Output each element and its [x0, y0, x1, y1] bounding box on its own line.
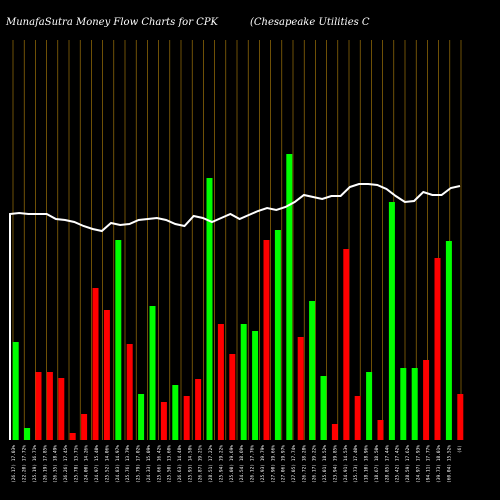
- x-tick-label: (25.01) 18.52%: [322, 445, 328, 483]
- x-tick-label: (25.79) 17.02%: [136, 445, 142, 483]
- money-flow-bar: [320, 376, 327, 440]
- money-flow-bar: [263, 240, 270, 440]
- money-flow-bar: [274, 230, 281, 440]
- x-tick-label: (24.83) 14.97%: [115, 445, 121, 483]
- x-tick-label: (28.59) 17.62%: [405, 445, 411, 483]
- x-tick-label: (60.04) 15.52%: [447, 445, 453, 483]
- money-flow-bar: [411, 368, 418, 440]
- x-tick-label: (26.17) 17.03%: [11, 445, 17, 483]
- x-tick-label: (26.19) 17.85%: [42, 445, 48, 483]
- x-tick-label: (24.91) 14.53%: [343, 445, 349, 483]
- money-flow-bar: [172, 385, 179, 440]
- money-flow-bar: [286, 154, 293, 440]
- x-tick-label: (23.94) 19.85%: [333, 445, 339, 483]
- money-flow-bar: [160, 402, 167, 440]
- money-flow-bar: [434, 258, 441, 440]
- x-tick-label: (24.54) 18.69%: [239, 445, 245, 483]
- x-tick-label: (18.10) 18.96%: [364, 445, 370, 483]
- money-flow-bar: [229, 354, 236, 440]
- x-tick-label: (39.73) 18.01%: [436, 445, 442, 483]
- x-tick-label: (24.97) 15.40%: [94, 445, 100, 483]
- x-tick-label: (26.72) 18.28%: [301, 445, 307, 483]
- money-flow-bar: [252, 331, 259, 440]
- x-tick-label: (18.67) 18.50%: [374, 445, 380, 483]
- money-flow-bar: [138, 394, 145, 440]
- x-tick-label: (26.26) 17.45%: [63, 445, 69, 483]
- x-tick-label: (25.73) 17.40%: [353, 445, 359, 483]
- x-tick-label: (26.87) 19.21%: [198, 445, 204, 483]
- x-tick-label: (25.93) 14.58%: [187, 445, 193, 483]
- x-tick-label: (6): [457, 445, 463, 453]
- money-flow-bar: [297, 337, 304, 440]
- money-flow-bars: [12, 154, 464, 440]
- x-tick-label: (26.17) 19.22%: [312, 445, 318, 483]
- money-flow-bar: [423, 360, 430, 440]
- chart-subtitle: (Chesapeake Utilities C: [250, 17, 370, 28]
- money-flow-bar: [35, 372, 42, 440]
- x-tick-label: (25.19) 16.71%: [32, 445, 38, 483]
- money-flow-bar: [354, 396, 361, 440]
- money-flow-bar: [400, 368, 407, 440]
- x-tick-label: (24.33) 15.09%: [146, 445, 152, 483]
- money-flow-bar: [12, 342, 19, 440]
- money-flow-bar: [103, 310, 110, 440]
- money-flow-bar: [46, 372, 53, 440]
- money-flow-bar: [217, 324, 224, 440]
- x-tick-label: (25.76) 13.79%: [125, 445, 131, 483]
- money-flow-bar: [58, 378, 65, 440]
- x-tick-label: (25.93) 19.79%: [260, 445, 266, 483]
- money-flow-bar: [92, 288, 99, 440]
- x-tick-label: (27.06) 19.97%: [281, 445, 287, 483]
- money-flow-bar: [366, 372, 373, 440]
- x-axis-labels: (26.17) 17.03% (22.20) 17.72% (25.19) 16.7…: [11, 445, 463, 483]
- x-tick-label: (28.51) 17.22%: [208, 445, 214, 483]
- x-tick-label: (25.42) 17.42%: [395, 445, 401, 483]
- money-flow-bar: [206, 178, 213, 440]
- x-tick-label: (94.11) 17.77%: [426, 445, 432, 483]
- money-flow-bar: [126, 344, 133, 440]
- x-tick-label: (26.35) 18.49%: [53, 445, 59, 483]
- x-tick-label: (25.78) 13.71%: [73, 445, 79, 483]
- money-flow-bar: [81, 414, 88, 440]
- money-flow-bar: [183, 396, 190, 440]
- money-flow-bar: [309, 301, 316, 440]
- money-flow-bar: [24, 428, 31, 440]
- x-tick-label: (28.85) 17.44%: [384, 445, 390, 483]
- money-flow-bar: [240, 324, 247, 440]
- money-flow-bar: [445, 241, 452, 440]
- money-flow-bar: [195, 379, 202, 440]
- x-tick-label: (25.94) 19.22%: [219, 445, 225, 483]
- x-tick-label: (25.00) 19.69%: [229, 445, 235, 483]
- x-tick-label: (22.20) 17.72%: [22, 445, 28, 483]
- x-tick-label: (27.90) 19.66%: [270, 445, 276, 483]
- money-flow-bar: [388, 202, 395, 440]
- x-tick-label: (26.63) 14.48%: [177, 445, 183, 483]
- money-flow-bar: [343, 249, 350, 440]
- money-flow-bar: [331, 424, 338, 440]
- x-tick-label: (27.05) 17.74%: [291, 445, 297, 483]
- x-tick-label: (25.52) 14.06%: [105, 445, 111, 483]
- money-flow-bar: [149, 306, 156, 440]
- chart-title: MunafaSutra Money Flow Charts for CPK: [5, 17, 219, 28]
- money-flow-bar: [69, 433, 76, 440]
- money-flow-bar: [115, 240, 122, 440]
- x-tick-label: (25.50) 13.60%: [167, 445, 173, 483]
- x-tick-label: (26.12) 17.76%: [250, 445, 256, 483]
- money-flow-bar: [457, 394, 464, 440]
- price-line: [9, 183, 461, 440]
- money-flow-bar: [377, 420, 384, 440]
- x-tick-label: (25.66) 16.42%: [156, 445, 162, 483]
- x-tick-label: (24.97) 17.93%: [415, 445, 421, 483]
- x-tick-label: (24.00) 14.26%: [84, 445, 90, 483]
